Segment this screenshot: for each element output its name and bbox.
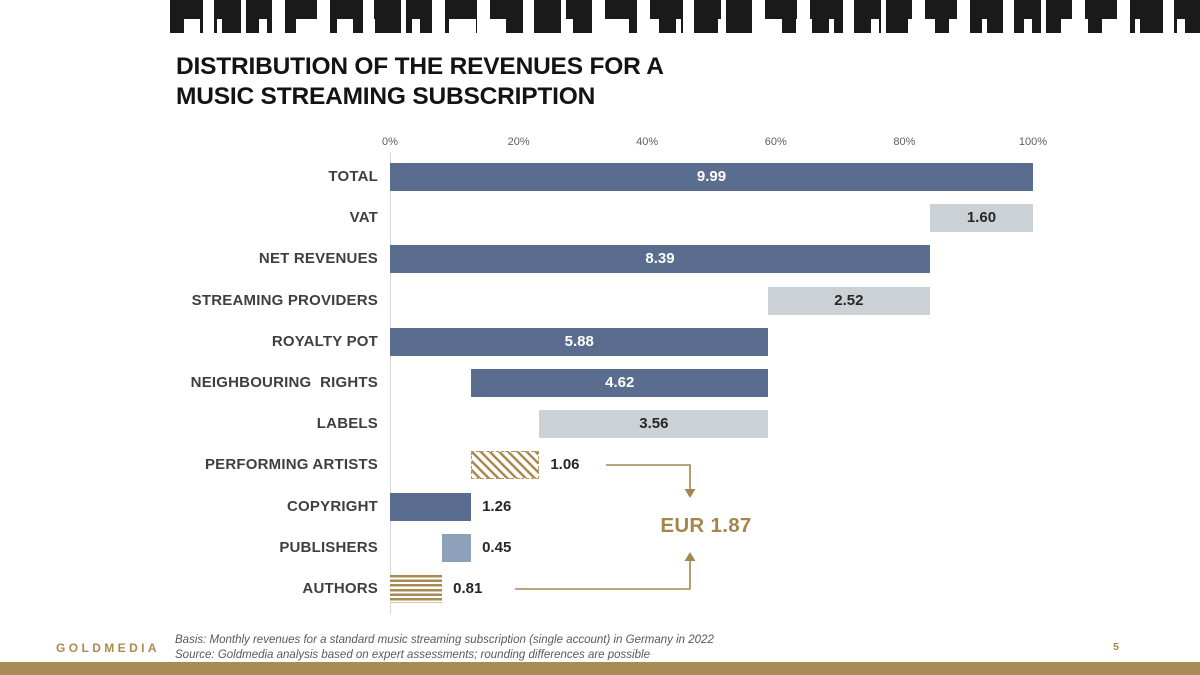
bar-performing-artists (471, 451, 540, 480)
category-label: PERFORMING ARTISTS (204, 456, 378, 474)
bar-neighbouring-rights (471, 369, 769, 397)
bar-copyright (390, 492, 472, 521)
bottom-gold-band (0, 662, 1200, 675)
arrow-line-authors (515, 561, 691, 590)
top-decorative-glyph-band (170, 0, 1200, 33)
y-axis-baseline (390, 152, 391, 614)
title-line-2: MUSIC STREAMING SUBSCRIPTION (176, 83, 596, 110)
category-label: VAT (349, 209, 378, 227)
bar-total (390, 163, 1033, 191)
bar-labels (539, 410, 769, 439)
footnotes: Basis: Monthly revenues for a standard m… (175, 633, 714, 662)
category-label: TOTAL (328, 168, 378, 185)
arrow-down-icon (684, 489, 696, 498)
arrow-line-performing-artists (606, 464, 691, 489)
category-label: STREAMING PROVIDERS (191, 291, 378, 309)
x-axis-tick-label: 80% (893, 136, 916, 148)
category-label: ROYALTY POT (271, 332, 378, 350)
value-label: 4.62 (605, 374, 635, 391)
x-axis-tick-label: 0% (382, 136, 398, 148)
category-label: NEIGHBOURING RIGHTS (190, 374, 378, 391)
x-axis-tick-label: 60% (764, 136, 787, 148)
category-label: LABELS (316, 415, 378, 433)
value-label: 8.39 (645, 250, 675, 268)
goldmedia-logo: GOLDMEDIA (56, 641, 160, 655)
footnote-source: Source: Goldmedia analysis based on expe… (175, 648, 650, 661)
value-label: 0.45 (482, 538, 512, 556)
category-label: AUTHORS (302, 580, 378, 597)
value-label: 3.56 (639, 415, 669, 433)
value-label: 1.06 (550, 456, 580, 474)
value-label: 5.88 (564, 332, 594, 350)
value-label: 1.26 (482, 497, 512, 515)
value-label: 9.99 (696, 168, 727, 185)
footnote-basis: Basis: Monthly revenues for a standard m… (175, 634, 714, 646)
bar-vat (930, 204, 1033, 233)
sum-annotation: EUR 1.87 (660, 514, 752, 537)
page-number: 5 (1113, 641, 1119, 653)
bar-publishers (442, 533, 472, 562)
bar-royalty-pot (390, 327, 769, 356)
bar-net-revenues (390, 245, 931, 274)
bar-authors (390, 575, 443, 603)
page-title: DISTRIBUTION OF THE REVENUES FOR A MUSIC… (176, 52, 664, 112)
arrow-up-icon (684, 552, 696, 561)
category-label: PUBLISHERS (279, 538, 378, 556)
x-axis-tick-label: 100% (1018, 136, 1048, 148)
title-line-1: DISTRIBUTION OF THE REVENUES FOR A (176, 53, 664, 80)
bar-streaming-providers (767, 286, 930, 315)
x-axis-tick-label: 20% (507, 136, 530, 148)
value-label: 2.52 (834, 291, 864, 309)
x-axis-tick-label: 40% (636, 136, 659, 148)
value-label: 0.81 (453, 580, 483, 597)
value-label: 1.60 (966, 209, 997, 227)
category-label: NET REVENUES (258, 250, 378, 268)
category-label: COPYRIGHT (287, 497, 378, 515)
